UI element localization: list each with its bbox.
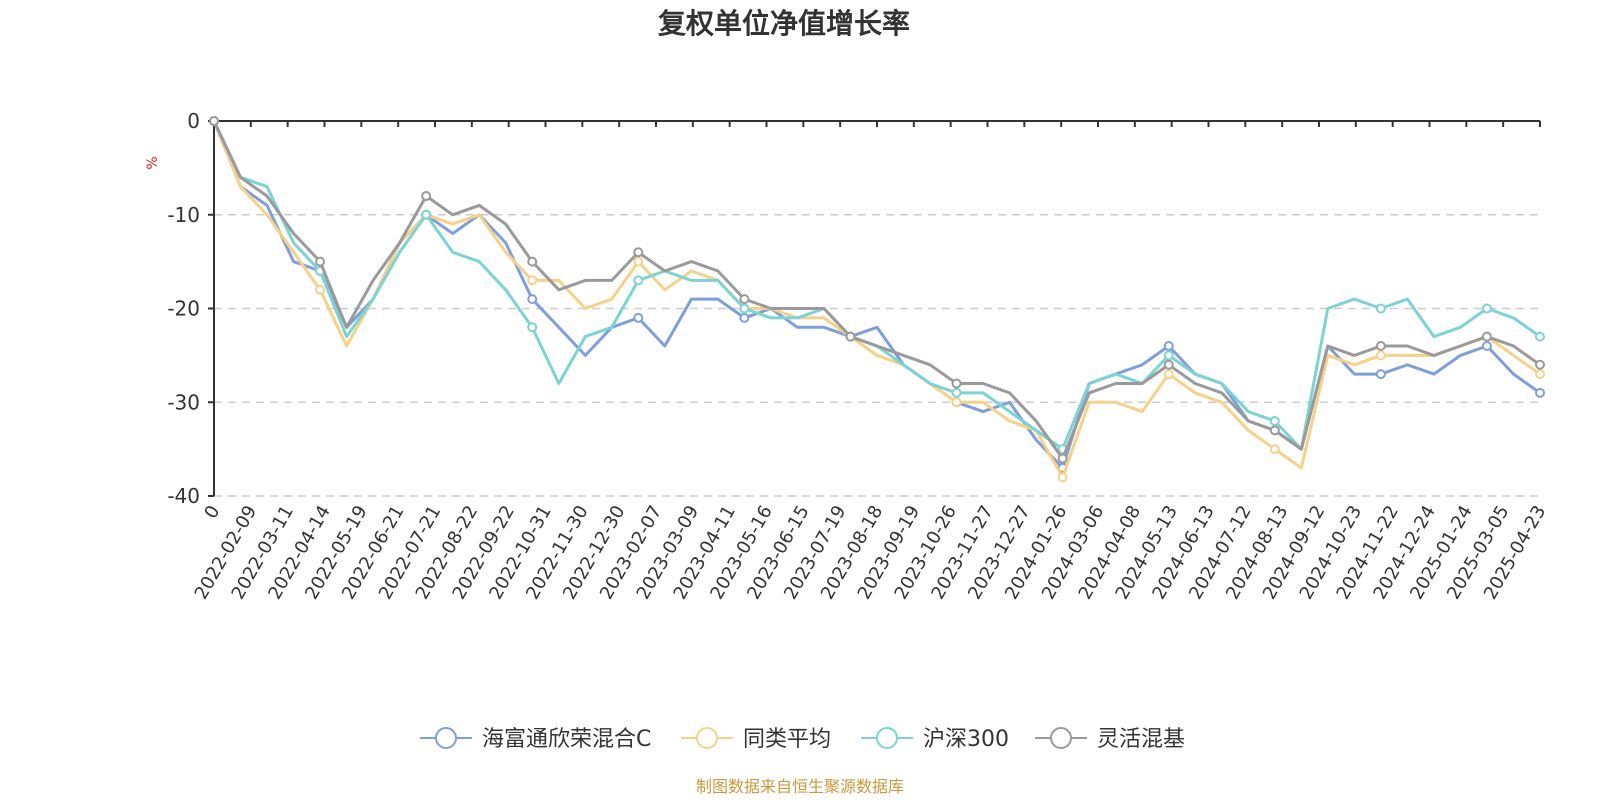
series-point: [1375, 369, 1386, 380]
series-point: [951, 378, 962, 389]
legend-item[interactable]: 沪深300: [861, 727, 1009, 752]
series-point: [845, 331, 856, 342]
series-point: [421, 209, 432, 220]
x-label-layer: 02022-02-092022-03-112022-04-142022-05-1…: [191, 502, 1551, 603]
y-tick-label: -40: [167, 484, 200, 508]
series-line: [212, 120, 1541, 460]
series-point: [633, 275, 644, 286]
series-point: [1163, 359, 1174, 370]
y-tick-label: 0: [187, 109, 200, 133]
series-point: [527, 294, 538, 305]
series-point: [739, 294, 750, 305]
series-point: [1163, 350, 1174, 361]
series-point: [1375, 350, 1386, 361]
series-point: [1269, 425, 1280, 436]
x-tick-label: 0: [200, 502, 224, 522]
series-point: [315, 256, 326, 267]
y-tick-label: -10: [167, 203, 200, 227]
series-point: [1375, 341, 1386, 351]
y-label-layer: 0 -10 -20 -30 -40: [167, 109, 200, 508]
series-point: [527, 256, 538, 267]
legend-circle-icon: [1050, 727, 1072, 749]
series-point: [951, 397, 962, 408]
series-point: [1269, 416, 1280, 426]
series-point: [739, 312, 750, 323]
series-point: [421, 191, 432, 201]
series-point: [1481, 331, 1492, 342]
legend[interactable]: 海富通欣荣混合C 同类平均 沪深300 灵活混基: [420, 727, 1185, 752]
series-point: [1163, 369, 1174, 380]
legend-label: 同类平均: [743, 727, 831, 752]
series-point: [1481, 341, 1492, 351]
grid-layer: [214, 214, 1540, 497]
series-line: [212, 120, 1541, 479]
series-point: [1481, 303, 1492, 314]
series-point: [1535, 331, 1545, 342]
series-point: [633, 256, 644, 267]
legend-label: 灵活混基: [1097, 727, 1185, 752]
y-axis-unit: %: [145, 156, 161, 169]
footer-source: 制图数据来自恒生聚源数据库: [696, 777, 904, 796]
series-line: [212, 120, 1541, 470]
y-tick-label: -30: [167, 390, 200, 414]
legend-item[interactable]: 同类平均: [681, 727, 831, 752]
series-line: [212, 120, 1541, 451]
series-point: [633, 312, 644, 323]
series-point: [527, 322, 538, 333]
series-point: [1535, 387, 1545, 398]
series-point: [527, 275, 538, 286]
series-point: [1535, 369, 1545, 380]
legend-circle-icon: [696, 727, 718, 749]
series-point: [209, 116, 219, 126]
legend-label: 沪深300: [923, 727, 1009, 752]
chart-title: 复权单位净值增长率: [658, 7, 910, 40]
series-point: [1535, 359, 1545, 370]
legend-item[interactable]: 海富通欣荣混合C: [420, 727, 651, 752]
series-point: [1375, 303, 1386, 314]
y-tick-label: -20: [167, 297, 200, 321]
axis-layer: [208, 120, 1541, 497]
legend-item[interactable]: 灵活混基: [1035, 727, 1185, 752]
series-point: [1057, 453, 1068, 464]
legend-circle-icon: [876, 727, 898, 749]
series-point: [1057, 472, 1068, 483]
series-layer: [209, 116, 1545, 483]
series-point: [1269, 444, 1280, 455]
legend-circle-icon: [435, 727, 457, 749]
series-point: [951, 387, 962, 398]
series-point: [633, 247, 644, 258]
series-point: [1163, 341, 1174, 351]
legend-label: 海富通欣荣混合C: [482, 727, 651, 752]
series-point: [315, 284, 326, 295]
series-point: [739, 303, 750, 314]
